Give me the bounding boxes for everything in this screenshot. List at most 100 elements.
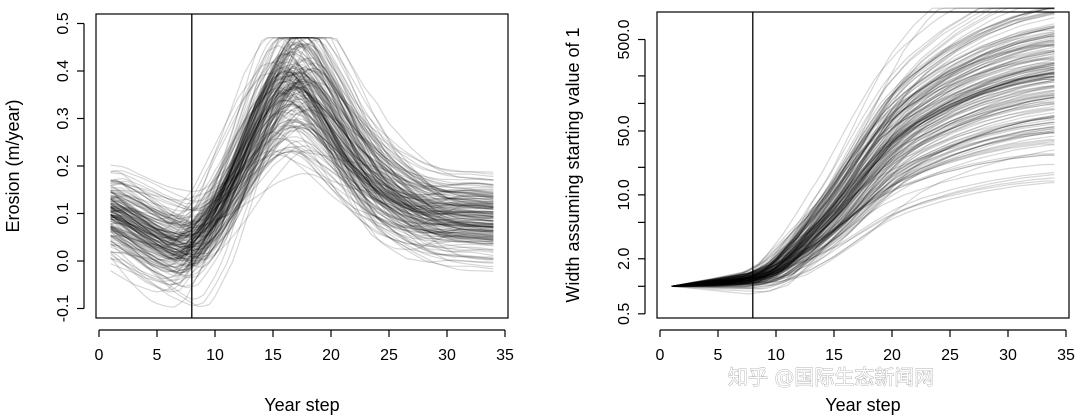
series-line <box>110 78 494 217</box>
series-line <box>110 124 494 251</box>
series-line <box>671 140 1055 287</box>
series-line <box>671 112 1055 287</box>
series-line <box>110 37 494 254</box>
series-line <box>110 91 494 239</box>
series-line <box>110 78 494 245</box>
series-line <box>671 59 1055 287</box>
series-line <box>671 97 1055 287</box>
series-line <box>110 81 494 239</box>
series-line <box>110 67 494 292</box>
series-line <box>110 57 494 240</box>
series-line <box>671 31 1055 287</box>
series-line <box>671 64 1055 287</box>
x-axis-title: Year step <box>825 395 900 415</box>
watermark-text: 知乎 @国际生态新闻网 <box>728 365 934 389</box>
series-line <box>671 12 1055 287</box>
series-line <box>110 47 494 254</box>
y-tick-label: 0.1 <box>55 202 72 224</box>
series-line <box>110 126 494 242</box>
series-line <box>671 109 1055 287</box>
series-line <box>671 7 1055 287</box>
series-line <box>671 50 1055 287</box>
series-line <box>110 53 494 240</box>
series-line <box>110 44 494 269</box>
series-line <box>671 16 1055 287</box>
series-line <box>110 90 494 253</box>
series-line <box>110 74 494 254</box>
series-line <box>110 70 494 257</box>
series-line <box>110 59 494 246</box>
series-line <box>110 146 494 246</box>
series-line <box>671 66 1055 287</box>
series-line <box>110 140 494 239</box>
series-line <box>110 104 494 245</box>
series-line <box>110 100 494 231</box>
series-line <box>671 75 1055 287</box>
series-line <box>110 126 494 225</box>
series-line <box>671 76 1055 287</box>
series-line <box>671 96 1055 287</box>
series-line <box>671 66 1055 287</box>
series-group <box>671 7 1055 295</box>
series-line <box>110 95 494 271</box>
series-line <box>671 87 1055 287</box>
series-line <box>110 112 494 280</box>
x-tick-label: 35 <box>1057 347 1075 364</box>
series-line <box>671 68 1055 287</box>
series-line <box>671 85 1055 287</box>
series-line <box>671 114 1055 287</box>
series-line <box>110 67 494 279</box>
series-line <box>110 37 494 273</box>
series-line <box>671 12 1055 287</box>
series-line <box>671 35 1055 287</box>
series-line <box>110 120 494 264</box>
series-line <box>110 68 494 307</box>
series-line <box>110 41 494 272</box>
series-line <box>671 130 1055 287</box>
series-line <box>671 44 1055 287</box>
y-axis: 0.5 2.0 10.0 50.0 500.0 <box>616 19 646 325</box>
series-line <box>671 76 1055 287</box>
series-line <box>671 149 1055 287</box>
series-line <box>110 60 494 255</box>
series-line <box>110 41 494 273</box>
series-line <box>110 37 494 256</box>
x-tick-label: 35 <box>496 347 514 364</box>
series-line <box>110 99 494 238</box>
series-line <box>671 37 1055 287</box>
y-tick-label: 0.3 <box>55 107 72 129</box>
series-line <box>671 96 1055 287</box>
series-line <box>671 131 1055 287</box>
series-line <box>110 68 494 258</box>
series-line <box>671 79 1055 287</box>
series-line <box>110 124 494 267</box>
series-line <box>110 43 494 260</box>
series-line <box>110 172 494 234</box>
series-line <box>110 75 494 229</box>
series-line <box>671 7 1055 287</box>
series-line <box>671 61 1055 287</box>
x-tick-label: 10 <box>206 347 224 364</box>
series-line <box>110 80 494 261</box>
series-line <box>671 118 1055 287</box>
series-line <box>671 154 1055 287</box>
y-axis: -0.1 0.0 0.1 0.2 0.3 0.4 0.5 <box>55 12 85 322</box>
series-line <box>110 149 494 232</box>
series-line <box>110 42 494 267</box>
series-line <box>110 106 494 241</box>
series-line <box>110 150 494 220</box>
series-line <box>671 7 1055 287</box>
series-line <box>671 42 1055 287</box>
series-line <box>671 7 1055 287</box>
series-line <box>671 28 1055 287</box>
y-tick-label: 0.2 <box>55 155 72 177</box>
series-line <box>671 7 1055 287</box>
series-line <box>110 71 494 267</box>
series-line <box>671 64 1055 287</box>
series-line <box>671 51 1055 287</box>
series-line <box>110 81 494 248</box>
series-line <box>110 37 494 263</box>
series-line <box>671 11 1055 287</box>
series-line <box>671 13 1055 287</box>
series-line <box>110 58 494 281</box>
